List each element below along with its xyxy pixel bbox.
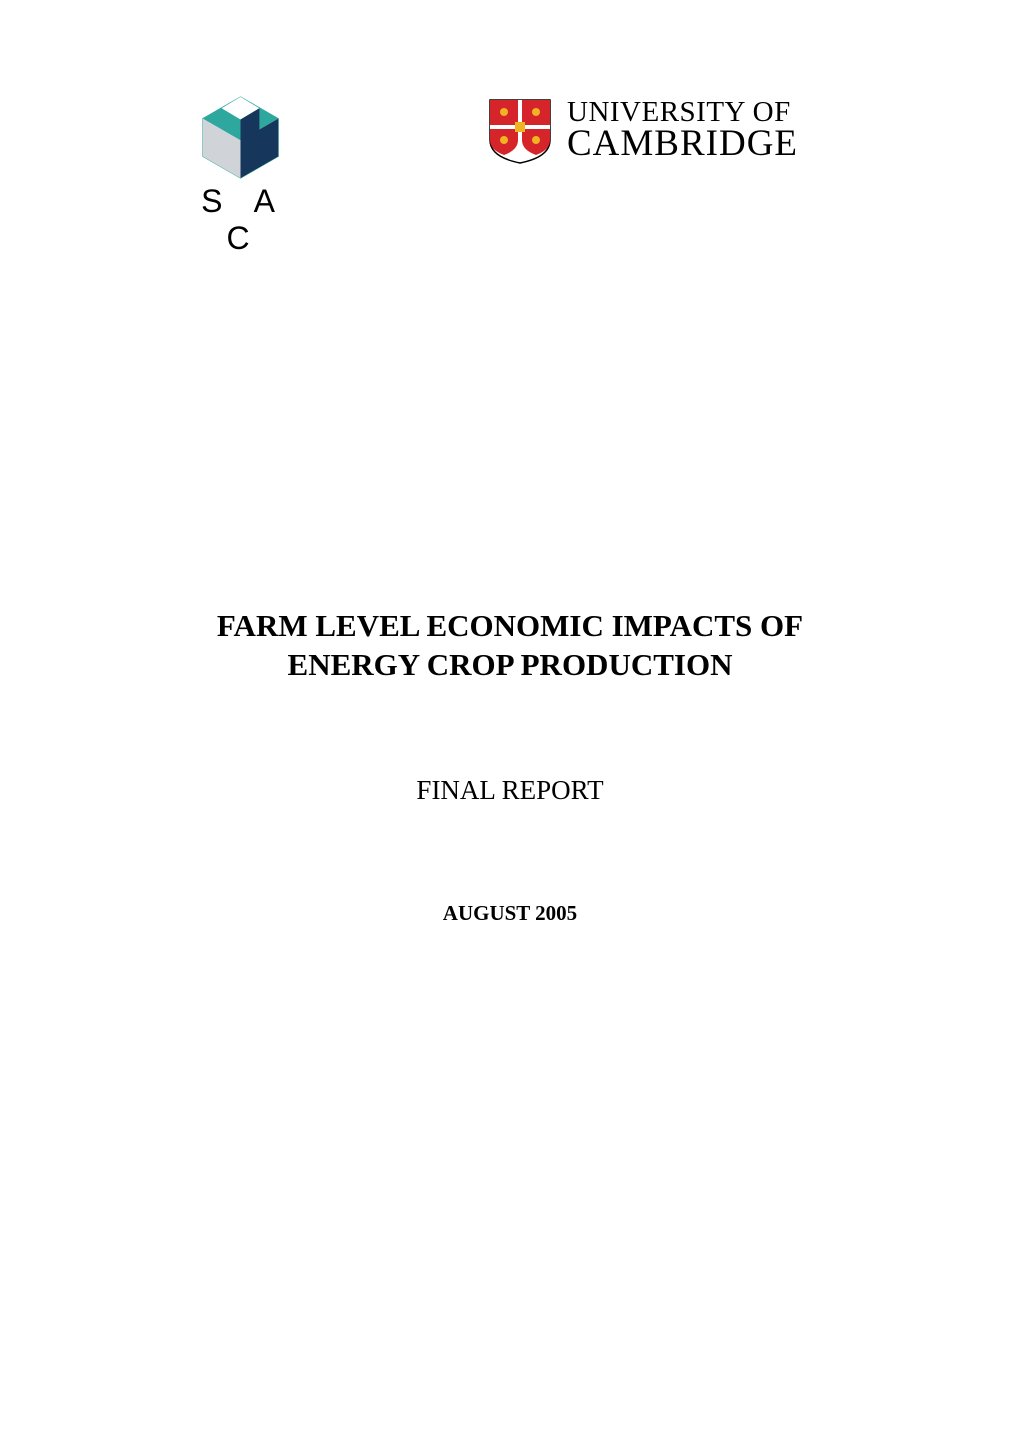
document-page: S A C UNIV — [0, 0, 1020, 1443]
document-title: FARM LEVEL ECONOMIC IMPACTS OF ENERGY CR… — [115, 607, 905, 685]
sac-logo: S A C — [175, 95, 305, 257]
document-date: AUGUST 2005 — [115, 901, 905, 926]
title-line-1: FARM LEVEL ECONOMIC IMPACTS OF — [217, 608, 803, 643]
sac-hex-icon — [193, 95, 288, 180]
cambridge-line2: CAMBRIDGE — [567, 125, 798, 162]
cambridge-shield-icon — [485, 95, 555, 165]
cambridge-logo: UNIVERSITY OF CAMBRIDGE — [485, 95, 798, 165]
title-line-2: ENERGY CROP PRODUCTION — [288, 647, 733, 682]
logos-row: S A C UNIV — [115, 95, 905, 257]
cambridge-text-block: UNIVERSITY OF CAMBRIDGE — [567, 98, 798, 162]
title-section: FARM LEVEL ECONOMIC IMPACTS OF ENERGY CR… — [115, 607, 905, 926]
sac-logo-text: S A C — [183, 183, 305, 257]
document-subtitle: FINAL REPORT — [115, 775, 905, 806]
